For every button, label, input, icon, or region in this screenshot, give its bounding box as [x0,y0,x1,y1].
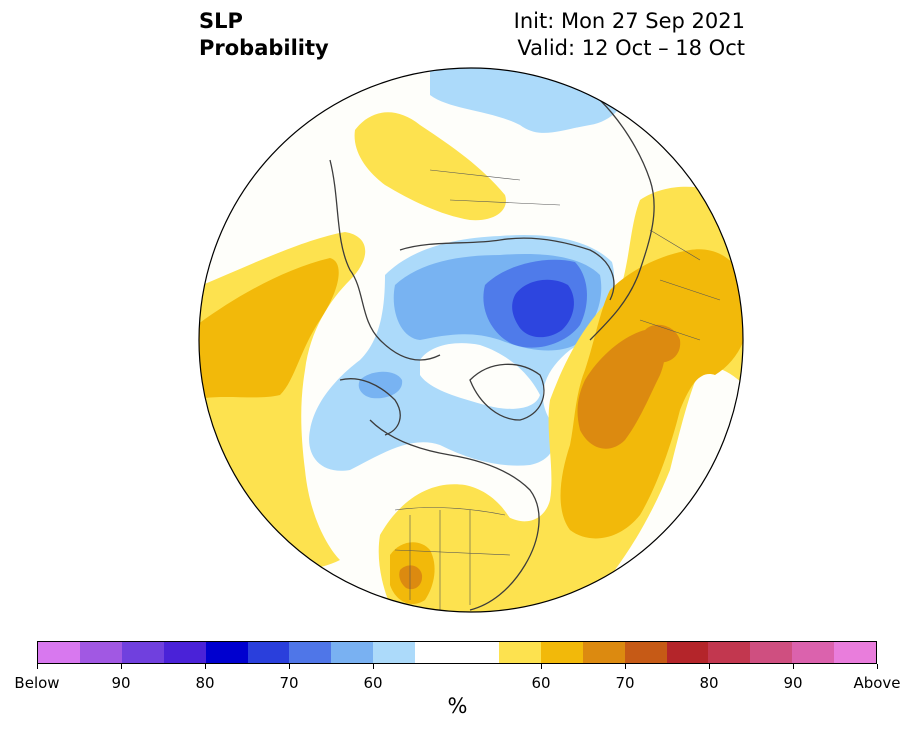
colorbar-tick-label: 70 [279,674,299,692]
colorbar-tick-label: 80 [195,674,215,692]
colorbar-unit-label: % [447,694,468,718]
border-us-states-1 [394,510,511,610]
colorbar-segment [708,642,751,663]
borders [394,169,721,610]
colorbar-segment [79,642,122,663]
colorbar-tick [204,664,206,669]
init-date: Init: Mon 27 Sep 2021 [513,9,745,33]
colorbar-segment [415,642,499,663]
colorbar-tick-label: 60 [531,674,551,692]
colorbar-segment [792,642,835,663]
map-boundary [198,67,744,613]
coastline-europe [589,99,655,341]
variable-title: SLP [199,9,243,33]
colorbar-segment [247,642,290,663]
valid-range: Valid: 12 Oct – 18 Oct [517,36,745,60]
colorbar-segment [582,642,625,663]
colorbar-tick [792,664,794,669]
polar-map [198,67,744,613]
coastline-north-america [369,419,540,611]
border-asia [429,169,561,206]
alaska-below-60 [358,371,403,399]
arctic-below-70 [512,279,574,338]
us-above-65 [399,565,423,590]
colorbar-tick [120,664,122,669]
colorbar-tick [708,664,710,669]
colorbar-segment [498,642,541,663]
colorbar-segment [373,642,416,663]
coastline-asia [329,159,441,361]
colorbar-segment [624,642,667,663]
colorbar-tick [372,664,374,669]
map-title-right: Init: Mon 27 Sep 2021 Valid: 12 Oct – 18… [514,8,745,62]
colorbar-tick [36,664,38,669]
colorbar-segment [666,642,709,663]
colorbar-segment [38,642,80,663]
colorbar-segment [163,642,206,663]
coastline-alaska [339,378,401,436]
probability-fields [199,68,743,612]
colorbar-tick-label: 80 [699,674,719,692]
coastline-greenland [469,363,545,421]
colorbar-segment [540,642,583,663]
colorbar-tick-label: 90 [783,674,803,692]
central-arctic-neutral [420,343,540,409]
colorbar-segment [834,642,877,663]
map-title-left: SLP Probability [199,8,329,62]
border-us-canada [394,507,506,516]
probability-colorbar [37,641,877,664]
colorbar-tick-label: Above [853,674,901,692]
colorbar-segment [331,642,374,663]
colorbar-tick [288,664,290,669]
colorbar-segment [205,642,248,663]
europe-above-65 [643,324,681,363]
colorbar-tick-label: Below [14,674,60,692]
siberia-above-50 [354,112,506,221]
colorbar-tick [876,664,878,669]
colorbar-tick-label: 90 [111,674,131,692]
atlantic-above-65 [577,330,665,449]
border-europe [639,229,721,341]
product-title: Probability [199,36,329,60]
colorbar-segment [121,642,164,663]
colorbar-tick [540,664,542,669]
coastline-arctic-asia [399,237,615,301]
colorbar-tick-label: 60 [363,674,383,692]
coastlines [329,99,655,611]
pacific-above-60 [199,258,339,400]
colorbar-tick [624,664,626,669]
colorbar-tick-label: 70 [615,674,635,692]
colorbar-segment [289,642,332,663]
colorbar-ticks: Below 90 80 70 60 60 70 80 90 Above [14,664,901,694]
colorbar-segment [750,642,793,663]
